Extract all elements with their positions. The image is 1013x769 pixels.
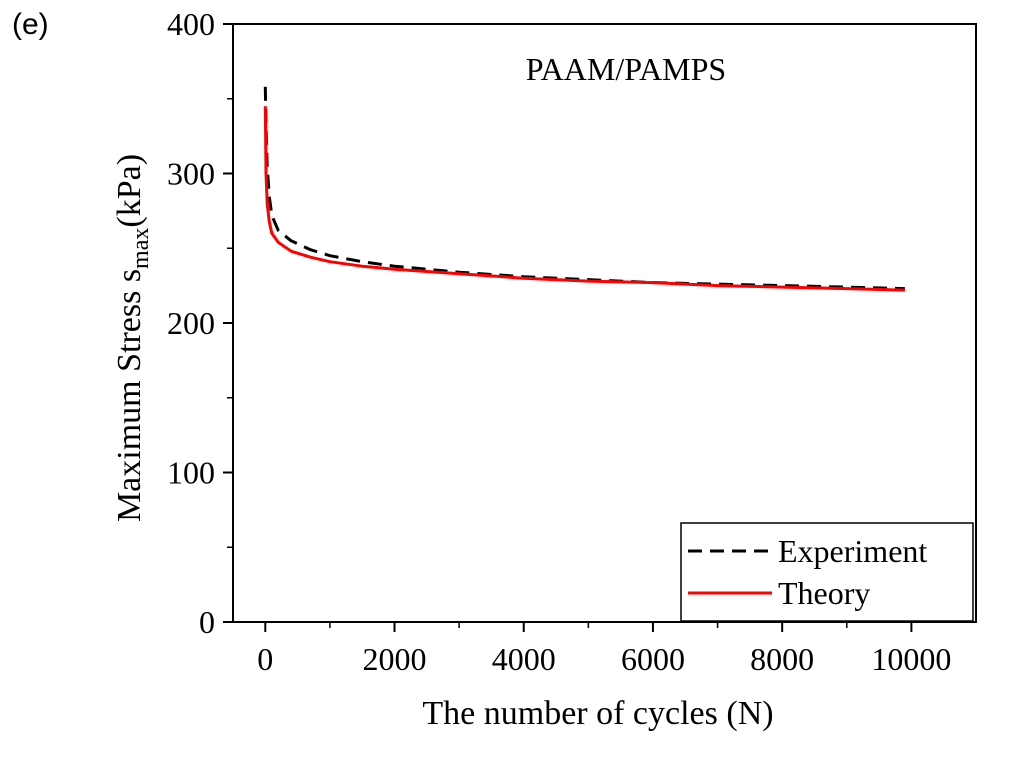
y-tick-label: 200 [167, 305, 215, 341]
y-tick-label: 0 [199, 604, 215, 640]
legend-label-theory: Theory [778, 575, 870, 611]
legend: Experiment Theory [680, 522, 974, 622]
y-axis-title: Maximum Stress smax(kPa) [111, 154, 154, 522]
y-axis-title-subscript: max [128, 228, 154, 269]
chart-title: PAAM/PAMPS [526, 51, 726, 87]
series-layer [263, 86, 905, 292]
x-tick-label: 6000 [621, 641, 685, 677]
plot-frame [232, 23, 977, 623]
x-tick-label: 0 [257, 641, 273, 677]
tick-labels: 0 2000 4000 6000 8000 10000 0 100 200 300 400 [167, 6, 951, 677]
x-tick-label: 4000 [492, 641, 556, 677]
y-tick-label: 100 [167, 455, 215, 491]
y-axis-title-unit: (kPa) [111, 154, 148, 228]
x-tick-label: 8000 [750, 641, 814, 677]
y-axis-title-main: Maximum Stress s [111, 269, 148, 522]
x-axis-title: The number of cycles (N) [422, 695, 773, 732]
series-line-experiment [263, 86, 905, 291]
legend-label-experiment: Experiment [778, 533, 927, 569]
x-tick-label: 10000 [871, 641, 951, 677]
x-tick-label: 2000 [363, 641, 427, 677]
series-line-theory [263, 106, 905, 292]
y-tick-label: 300 [167, 156, 215, 192]
legend-box [680, 522, 974, 622]
panel-label: (e) [12, 8, 49, 41]
y-tick-label: 400 [167, 6, 215, 42]
